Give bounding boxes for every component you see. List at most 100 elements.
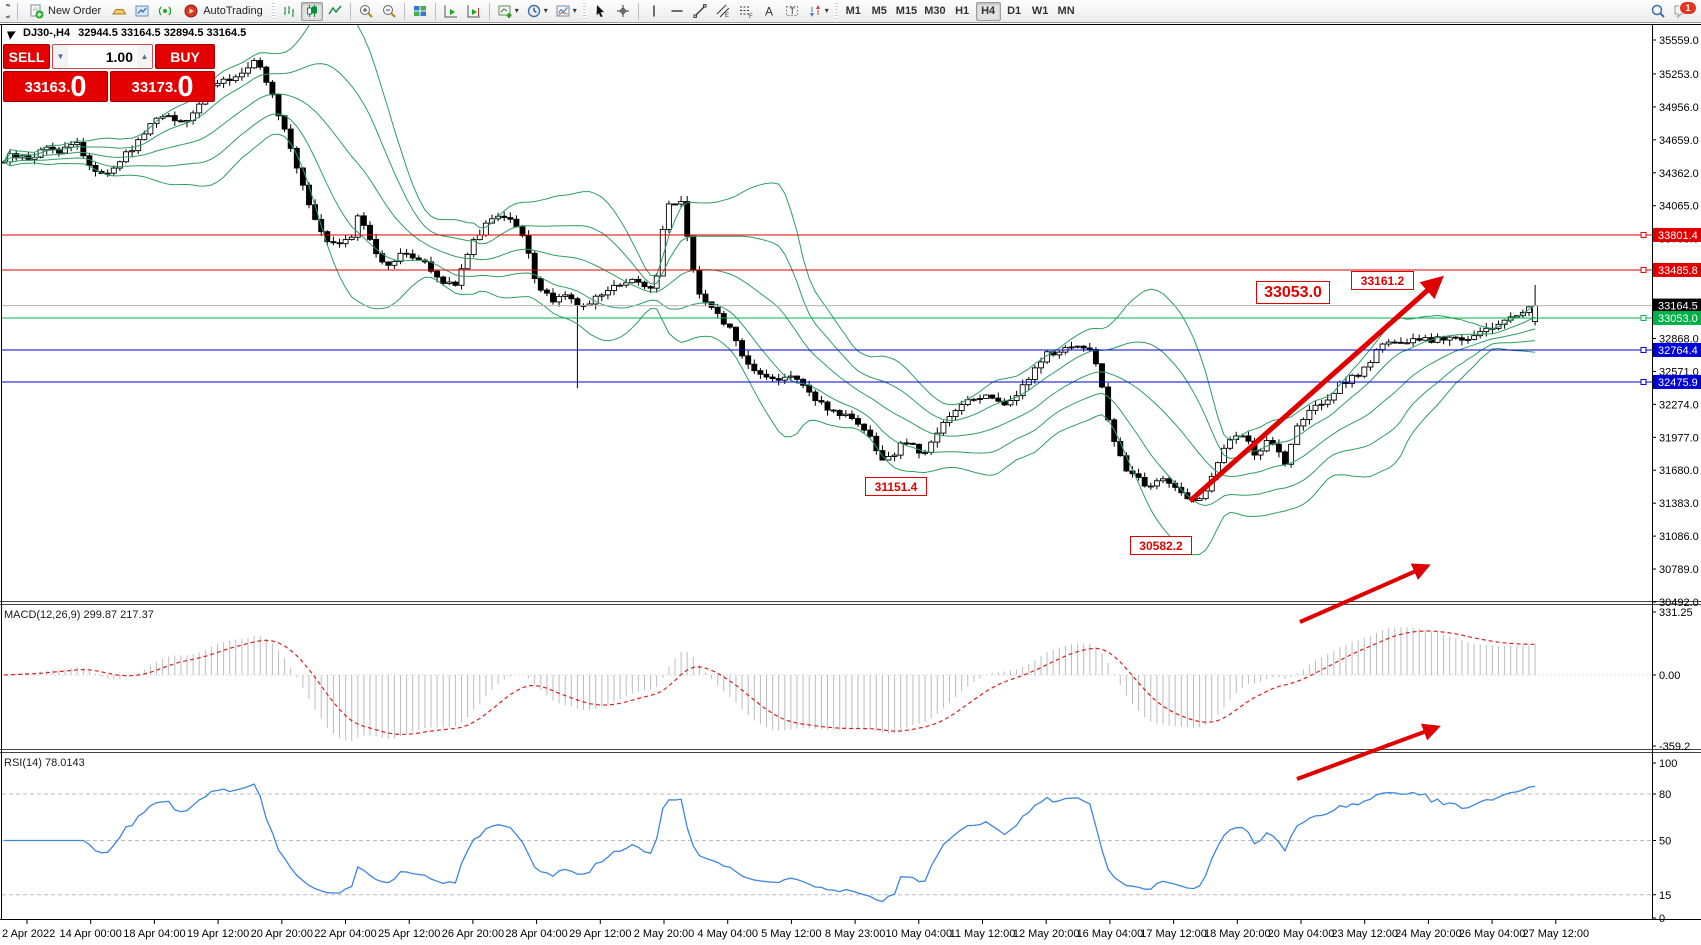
vertical-line-button[interactable] xyxy=(643,2,665,21)
svg-text:2 Apr 2022: 2 Apr 2022 xyxy=(2,928,55,940)
new-chart-button[interactable]: ▾ xyxy=(494,2,522,21)
horizontal-line-button[interactable] xyxy=(666,2,688,21)
symbol-ohlc: 32944.5 33164.5 32894.5 33164.5 xyxy=(78,27,247,39)
buy-button[interactable]: BUY xyxy=(155,44,215,69)
timeframe-h1-button[interactable]: H1 xyxy=(955,5,970,17)
timeframe-m30-button[interactable]: M30 xyxy=(924,5,946,17)
zoom-in-button[interactable] xyxy=(355,2,377,21)
timeframe-m5-button[interactable]: M5 xyxy=(871,5,887,17)
vertical-line-icon xyxy=(653,5,655,17)
svg-text:4 May 04:00: 4 May 04:00 xyxy=(697,928,758,940)
svg-text:12 May 20:00: 12 May 20:00 xyxy=(1013,928,1080,940)
price-annotation[interactable]: 33053.0 xyxy=(1256,281,1330,304)
candlestick-chart-icon xyxy=(306,5,317,17)
text-button[interactable]: A xyxy=(758,2,780,21)
svg-text:31680.0: 31680.0 xyxy=(1659,465,1699,477)
timeframe-d1-button[interactable]: D1 xyxy=(1007,5,1022,17)
signal-button[interactable] xyxy=(154,2,176,21)
svg-text:5 May 12:00: 5 May 12:00 xyxy=(761,928,822,940)
volume-increase-button[interactable]: ▲ xyxy=(137,45,152,68)
svg-text:34659.0: 34659.0 xyxy=(1659,135,1699,147)
crosshair-button[interactable] xyxy=(612,2,634,21)
text-label-button[interactable]: T xyxy=(781,2,803,21)
toolbar-separator xyxy=(637,2,639,20)
sell-price[interactable]: 33163. 0 xyxy=(3,71,108,102)
bar-chart-icon xyxy=(283,6,294,17)
svg-text:20 May 04:00: 20 May 04:00 xyxy=(1268,928,1335,940)
svg-text:F: F xyxy=(749,14,753,19)
chat-button[interactable]: 1 xyxy=(1670,0,1697,21)
line-chart-button[interactable] xyxy=(324,2,346,21)
arrows-caret-icon[interactable]: ▾ xyxy=(824,6,829,15)
svg-text:100: 100 xyxy=(1659,758,1677,770)
toolbar-grip xyxy=(271,2,275,20)
periods-button[interactable]: ▾ xyxy=(523,2,551,21)
publish-chart-button[interactable] xyxy=(131,2,153,21)
templates-button[interactable]: ▾ xyxy=(552,2,580,21)
new-chart-caret-icon[interactable]: ▾ xyxy=(514,6,519,15)
crosshair-icon xyxy=(616,5,629,17)
chart-shift-icon xyxy=(467,5,480,18)
templates-caret-icon[interactable]: ▾ xyxy=(572,6,577,15)
zoom-out-button[interactable] xyxy=(378,2,400,21)
autotrading-icon xyxy=(184,4,198,18)
bar-chart-button[interactable] xyxy=(278,2,300,21)
svg-text:24 May 20:00: 24 May 20:00 xyxy=(1395,928,1462,940)
svg-text:28 Apr 04:00: 28 Apr 04:00 xyxy=(505,928,567,940)
svg-text:32764.4: 32764.4 xyxy=(1658,345,1698,357)
arrows-button[interactable]: ▾ xyxy=(804,2,832,21)
search-button[interactable] xyxy=(1647,2,1669,21)
buy-price[interactable]: 33173. 0 xyxy=(110,71,215,102)
timeframe-w1-button[interactable]: W1 xyxy=(1031,5,1049,17)
svg-text:34065.0: 34065.0 xyxy=(1659,201,1699,213)
svg-text:19 Apr 12:00: 19 Apr 12:00 xyxy=(187,928,249,940)
cursor-button[interactable] xyxy=(589,2,611,21)
toolbar-separator xyxy=(434,2,436,20)
clock-icon xyxy=(527,4,540,18)
new-order-button[interactable]: New Order xyxy=(22,2,107,21)
timeframe-mn-button[interactable]: MN xyxy=(1057,5,1075,17)
svg-text:2 May 20:00: 2 May 20:00 xyxy=(634,928,695,940)
templates-icon xyxy=(556,5,570,17)
price-annotation[interactable]: 30582.2 xyxy=(1130,536,1192,555)
price-annotation[interactable]: 31151.4 xyxy=(865,477,927,496)
svg-text:A: A xyxy=(765,5,773,19)
periods-caret-icon[interactable]: ▾ xyxy=(543,6,548,15)
auto-scroll-button[interactable] xyxy=(440,2,462,21)
timeframe-h4-button[interactable]: H4 xyxy=(975,1,1001,21)
svg-text:15: 15 xyxy=(1659,890,1671,902)
volume-stepper: ▼ ▲ xyxy=(52,44,153,69)
volume-decrease-button[interactable]: ▼ xyxy=(53,45,68,68)
toolbar: New Order AutoT xyxy=(0,0,1701,23)
fibonacci-button[interactable]: F xyxy=(735,2,757,21)
svg-text:35253.0: 35253.0 xyxy=(1659,69,1699,81)
svg-text:16 May 04:00: 16 May 04:00 xyxy=(1077,928,1144,940)
candlestick-chart-button[interactable] xyxy=(300,1,323,21)
search-icon xyxy=(1651,4,1665,18)
trendline-button[interactable] xyxy=(689,2,711,21)
gold-button[interactable] xyxy=(108,2,130,21)
svg-text:30492.0: 30492.0 xyxy=(1659,597,1699,609)
timeframe-m1-button[interactable]: M1 xyxy=(845,5,861,17)
svg-text:33485.8: 33485.8 xyxy=(1658,265,1698,277)
publish-chart-icon xyxy=(135,5,149,17)
svg-text:26 Apr 20:00: 26 Apr 20:00 xyxy=(442,928,504,940)
volume-input[interactable] xyxy=(68,45,137,68)
trendline-icon xyxy=(693,4,707,18)
equidistant-channel-button[interactable]: E xyxy=(712,2,734,21)
autotrading-button[interactable]: AutoTrading xyxy=(177,2,269,21)
svg-text:17 May 12:00: 17 May 12:00 xyxy=(1140,928,1207,940)
svg-text:33801.4: 33801.4 xyxy=(1658,230,1698,242)
price-annotation[interactable]: 33161.2 xyxy=(1351,271,1414,290)
tile-windows-button[interactable] xyxy=(409,2,431,21)
timeframe-m15-button[interactable]: M15 xyxy=(895,5,918,17)
chart-shift-button[interactable] xyxy=(463,2,485,21)
gold-icon xyxy=(112,9,127,15)
equidistant-channel-icon: E xyxy=(716,4,730,19)
new-order-icon xyxy=(30,4,44,19)
svg-text:11 May 12:00: 11 May 12:00 xyxy=(950,928,1016,940)
svg-text:27 May 12:00: 27 May 12:00 xyxy=(1522,928,1589,940)
sell-button[interactable]: SELL xyxy=(3,44,50,69)
